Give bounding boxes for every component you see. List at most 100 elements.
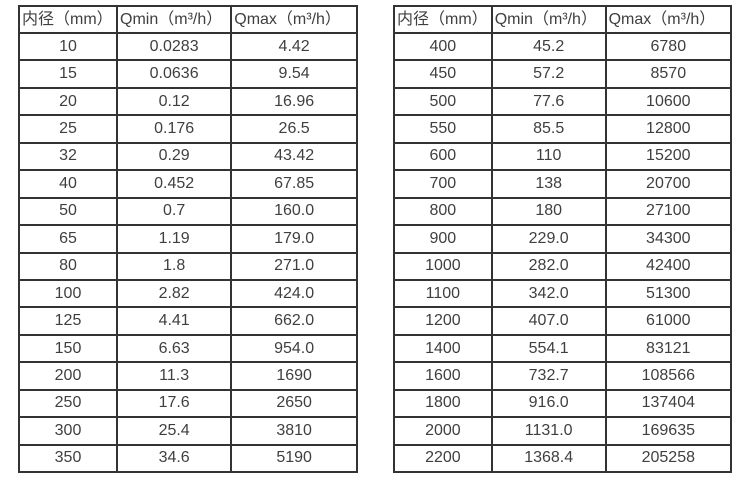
table-cell: 108566 (604, 361, 733, 391)
column-header-qmin: Qmin（m³/h） (490, 5, 607, 34)
table-cell: 61000 (604, 306, 733, 336)
table-cell: 77.6 (490, 86, 607, 117)
table-row: 450 57.2 8570 (393, 59, 733, 89)
table-cell: 6780 (604, 31, 733, 62)
table-cell: 9.54 (230, 59, 358, 89)
table-cell: 67.85 (230, 169, 358, 199)
table-cell: 45.2 (490, 31, 607, 62)
table-cell: 0.0636 (116, 59, 233, 89)
table-row: 32 0.29 43.42 (17, 141, 358, 172)
table-cell: 300 (17, 416, 119, 446)
table-row: 1600 732.7 108566 (393, 361, 733, 391)
table-cell: 900 (393, 224, 493, 254)
table-cell: 554.1 (490, 333, 607, 364)
table-cell: 26.5 (230, 114, 358, 144)
table-cell: 1.8 (116, 251, 233, 281)
table-row: 50 0.7 160.0 (17, 196, 358, 227)
table-cell: 65 (17, 224, 119, 254)
table-row: 300 25.4 3810 (17, 416, 358, 446)
table-cell: 1100 (393, 278, 493, 309)
table-cell: 34300 (604, 224, 733, 254)
column-header-qmax: Qmax（m³/h） (604, 5, 733, 34)
table-cell: 83121 (604, 333, 733, 364)
table-cell: 160.0 (230, 196, 358, 227)
flow-table-small-diameters: 内径（mm） Qmin（m³/h） Qmax（m³/h） 10 0.0283 4.4… (17, 5, 358, 474)
table-cell: 0.452 (116, 169, 233, 199)
table-row: 100 2.82 424.0 (17, 278, 358, 309)
table-row: 10 0.0283 4.42 (17, 31, 358, 62)
table-row: 1800 916.0 137404 (393, 388, 733, 419)
table-cell: 350 (17, 443, 119, 474)
table-row: 250 17.6 2650 (17, 388, 358, 419)
table-cell: 15 (17, 59, 119, 89)
table-row: 25 0.176 26.5 (17, 114, 358, 144)
table-cell: 1600 (393, 361, 493, 391)
table-row: 500 77.6 10600 (393, 86, 733, 117)
table-cell: 25.4 (116, 416, 233, 446)
table-cell: 700 (393, 169, 493, 199)
table-cell: 34.6 (116, 443, 233, 474)
table-cell: 80 (17, 251, 119, 281)
table-cell: 12800 (604, 114, 733, 144)
table-cell: 6.63 (116, 333, 233, 364)
table-row: 1200 407.0 61000 (393, 306, 733, 336)
table-cell: 27100 (604, 196, 733, 227)
table-row: 1100 342.0 51300 (393, 278, 733, 309)
table-row: 65 1.19 179.0 (17, 224, 358, 254)
table-row: 150 6.63 954.0 (17, 333, 358, 364)
table-cell: 450 (393, 59, 493, 89)
table-cell: 20700 (604, 169, 733, 199)
column-header-qmax: Qmax（m³/h） (230, 5, 358, 34)
table-cell: 1200 (393, 306, 493, 336)
table-cell: 5190 (230, 443, 358, 474)
table-cell: 43.42 (230, 141, 358, 172)
table-cell: 100 (17, 278, 119, 309)
table-cell: 424.0 (230, 278, 358, 309)
table-cell: 1131.0 (490, 416, 607, 446)
table-cell: 229.0 (490, 224, 607, 254)
table-cell: 4.41 (116, 306, 233, 336)
table-cell: 180 (490, 196, 607, 227)
table-cell: 17.6 (116, 388, 233, 419)
table-row: 800 180 27100 (393, 196, 733, 227)
table-row: 900 229.0 34300 (393, 224, 733, 254)
table-row: 550 85.5 12800 (393, 114, 733, 144)
table-cell: 500 (393, 86, 493, 117)
table-cell: 0.176 (116, 114, 233, 144)
table-cell: 0.12 (116, 86, 233, 117)
table-cell: 10600 (604, 86, 733, 117)
table-cell: 20 (17, 86, 119, 117)
table-row: 200 11.3 1690 (17, 361, 358, 391)
table-cell: 2.82 (116, 278, 233, 309)
table-cell: 138 (490, 169, 607, 199)
header-row: 内径（mm） Qmin（m³/h） Qmax（m³/h） (393, 5, 733, 34)
table-cell: 42400 (604, 251, 733, 281)
table-cell: 32 (17, 141, 119, 172)
header-row: 内径（mm） Qmin（m³/h） Qmax（m³/h） (17, 5, 358, 34)
table-cell: 4.42 (230, 31, 358, 62)
table-cell: 10 (17, 31, 119, 62)
table-row: 600 110 15200 (393, 141, 733, 172)
table-row: 1400 554.1 83121 (393, 333, 733, 364)
table-cell: 50 (17, 196, 119, 227)
table-cell: 51300 (604, 278, 733, 309)
table-cell: 25 (17, 114, 119, 144)
flow-table-large-diameters: 内径（mm） Qmin（m³/h） Qmax（m³/h） 400 45.2 6780… (393, 5, 733, 474)
table-row: 125 4.41 662.0 (17, 306, 358, 336)
column-header-diameter: 内径（mm） (393, 5, 493, 34)
table-cell: 169635 (604, 416, 733, 446)
table-cell: 1000 (393, 251, 493, 281)
table-cell: 550 (393, 114, 493, 144)
table-cell: 1400 (393, 333, 493, 364)
table-cell: 1690 (230, 361, 358, 391)
table-cell: 85.5 (490, 114, 607, 144)
table-cell: 3810 (230, 416, 358, 446)
table-cell: 179.0 (230, 224, 358, 254)
table-cell: 57.2 (490, 59, 607, 89)
table-row: 80 1.8 271.0 (17, 251, 358, 281)
table-cell: 400 (393, 31, 493, 62)
column-header-diameter: 内径（mm） (17, 5, 119, 34)
table-cell: 250 (17, 388, 119, 419)
table-row: 40 0.452 67.85 (17, 169, 358, 199)
